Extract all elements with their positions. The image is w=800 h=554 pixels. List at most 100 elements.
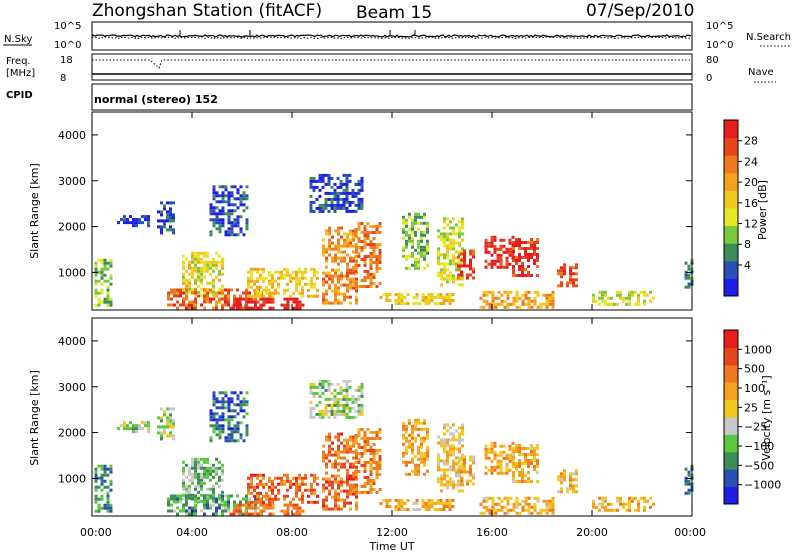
heatmap-cell: [336, 397, 340, 401]
heatmap-cell: [527, 462, 530, 465]
heatmap-cell: [313, 282, 316, 286]
heatmap-cell: [236, 233, 240, 237]
heatmap-cell: [452, 462, 455, 466]
heatmap-cell: [346, 262, 349, 266]
heatmap-cell: [292, 482, 295, 486]
heatmap-cell: [352, 438, 355, 442]
heatmap-cell: [322, 280, 325, 284]
heatmap-cell: [295, 270, 298, 274]
heatmap-cell: [100, 276, 104, 280]
heatmap-cell: [346, 235, 349, 239]
heatmap-cell: [340, 465, 343, 469]
heatmap-cell: [357, 246, 361, 249]
heatmap-cell: [417, 239, 420, 243]
heatmap-cell: [360, 279, 364, 282]
heatmap-cell: [197, 284, 200, 288]
heatmap-cell: [369, 282, 373, 285]
heatmap-cell: [466, 482, 469, 486]
heatmap-cell: [346, 444, 349, 448]
heatmap-cell: [446, 423, 449, 427]
heatmap-cell: [298, 303, 302, 307]
heatmap-cell: [185, 281, 188, 285]
heatmap-cell: [360, 382, 364, 386]
heatmap-cell: [197, 496, 200, 500]
heatmap-cell: [298, 276, 301, 280]
heatmap-cell: [166, 210, 169, 214]
heatmap-cell: [496, 253, 500, 257]
heatmap-cell: [218, 209, 222, 213]
heatmap-cell: [97, 503, 101, 507]
heatmap-cell: [309, 200, 313, 204]
heatmap-cell: [206, 251, 209, 255]
heatmap-cell: [194, 466, 197, 470]
heatmap-cell: [227, 433, 231, 437]
heatmap-cell: [236, 191, 240, 195]
heatmap-cell: [309, 412, 313, 416]
heatmap-cell: [363, 246, 367, 249]
heatmap-cell: [215, 412, 219, 416]
heatmap-cell: [232, 303, 236, 307]
heatmap-cell: [334, 459, 337, 463]
heatmap-cell: [372, 458, 376, 461]
heatmap-cell: [256, 494, 259, 498]
heatmap-cell: [449, 220, 452, 224]
heatmap-cell: [363, 491, 367, 494]
heatmap-cell: [369, 482, 373, 485]
heatmap-cell: [351, 397, 355, 401]
heatmap-cell: [330, 200, 334, 204]
heatmap-cell: [640, 496, 643, 500]
heatmap-cell: [304, 276, 307, 280]
heatmap-cell: [200, 478, 203, 482]
heatmap-cell: [452, 444, 455, 448]
heatmap-cell: [357, 388, 361, 392]
heatmap-cell: [372, 467, 376, 470]
heatmap-cell: [242, 512, 245, 516]
heatmap-cell: [351, 415, 355, 419]
heatmap-cell: [649, 299, 652, 303]
heatmap-cell: [439, 508, 443, 511]
nsearch-tick-top: 10^5: [706, 21, 733, 32]
heatmap-cell: [100, 267, 104, 271]
heatmap-cell: [446, 468, 449, 472]
heatmap-cell: [307, 494, 310, 498]
heatmap-cell: [363, 258, 367, 261]
heatmap-cell: [518, 502, 522, 506]
heatmap-cell: [527, 253, 530, 256]
heatmap-cell: [230, 203, 234, 207]
heatmap-cell: [182, 254, 185, 258]
colorbar-tick-label: −100: [744, 440, 774, 453]
heatmap-cell: [563, 472, 566, 476]
heatmap-cell: [209, 233, 213, 237]
heatmap-cell: [458, 220, 461, 224]
heatmap-cell: [238, 306, 242, 310]
heatmap-cell: [472, 482, 475, 486]
heatmap-cell: [197, 269, 200, 273]
heatmap-cell: [209, 424, 213, 428]
colorbar-tick-label: −500: [744, 459, 774, 472]
heatmap-cell: [194, 300, 197, 304]
heatmap-cell: [250, 306, 254, 310]
heatmap-cell: [224, 391, 228, 395]
heatmap-cell: [245, 218, 249, 222]
heatmap-cell: [94, 488, 98, 492]
heatmap-cell: [236, 494, 239, 498]
heatmap-cell: [212, 496, 215, 500]
heatmap-cell: [452, 438, 455, 442]
heatmap-cell: [169, 416, 172, 420]
heatmap-cell: [230, 430, 234, 434]
heatmap-cell: [346, 495, 349, 499]
heatmap-cell: [182, 272, 185, 276]
heatmap-cell: [173, 291, 176, 295]
heatmap-cell: [321, 179, 325, 183]
heatmap-cell: [479, 305, 483, 309]
heatmap-cell: [333, 191, 337, 195]
colorbar-tick-label: 24: [744, 155, 758, 168]
heatmap-cell: [295, 288, 298, 292]
heatmap-cell: [397, 505, 401, 508]
heatmap-cell: [469, 261, 472, 265]
heatmap-cell: [126, 221, 129, 225]
heatmap-cell: [604, 508, 607, 512]
heatmap-cell: [94, 500, 98, 504]
heatmap-cell: [515, 274, 518, 277]
heatmap-cell: [372, 479, 376, 482]
